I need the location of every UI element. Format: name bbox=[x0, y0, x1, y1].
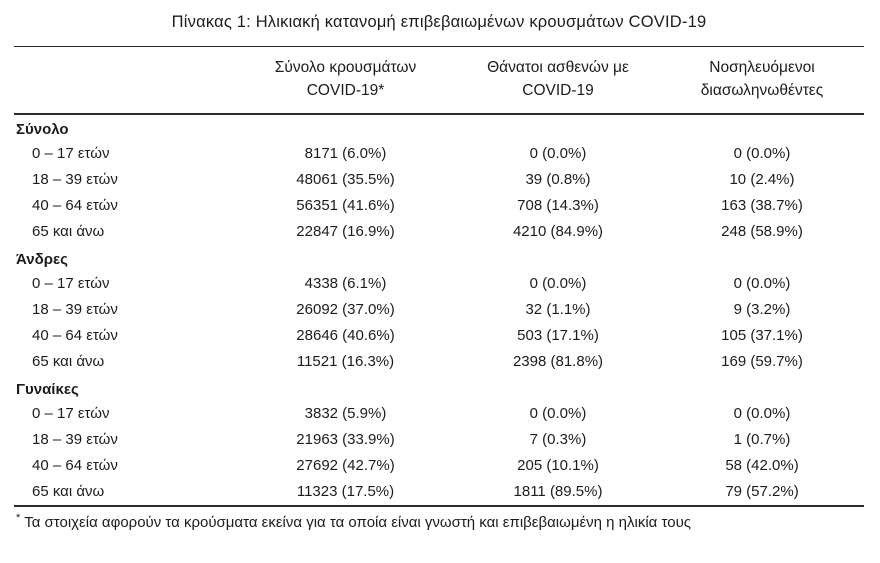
cell-intubated: 0 (0.0%) bbox=[733, 405, 791, 422]
cell-deaths: 0 (0.0%) bbox=[529, 145, 587, 162]
footnote: * Τα στοιχεία αφορούν τα κρούσματα εκείν… bbox=[14, 507, 864, 531]
cell-cases: 11323 (17.5%) bbox=[296, 483, 395, 500]
group-label: Γυναίκες bbox=[16, 380, 79, 398]
column-header-deaths-line1: Θάνατοι ασθενών με bbox=[487, 59, 629, 76]
table-row: 18 – 39 ετών 26092 (37.0%) 32 (1.1%) 9 (… bbox=[14, 297, 864, 323]
footnote-marker: * bbox=[16, 511, 21, 524]
cell-deaths: 1811 (89.5%) bbox=[513, 483, 603, 500]
header-stub bbox=[14, 46, 235, 115]
cell-cases: 48061 (35.5%) bbox=[296, 171, 395, 188]
table-row: 40 – 64 ετών 56351 (41.6%) 708 (14.3%) 1… bbox=[14, 193, 864, 219]
column-header-intubated: Νοσηλευόμενοι διασωληνωθέντες bbox=[660, 46, 864, 115]
cell-cases: 28646 (40.6%) bbox=[296, 327, 395, 344]
table-row: 0 – 17 ετών 4338 (6.1%) 0 (0.0%) 0 (0.0%… bbox=[14, 271, 864, 297]
cell-intubated: 1 (0.7%) bbox=[733, 431, 791, 448]
age-label: 18 – 39 ετών bbox=[32, 301, 118, 318]
cell-cases: 26092 (37.0%) bbox=[296, 301, 395, 318]
age-label: 65 και άνω bbox=[32, 483, 105, 500]
column-header-cases: Σύνολο κρουσμάτων COVID-19* bbox=[235, 46, 456, 115]
cell-cases: 4338 (6.1%) bbox=[304, 275, 387, 292]
group-header-men: Άνδρες bbox=[14, 245, 864, 271]
group-label: Σύνολο bbox=[16, 120, 69, 138]
cell-intubated: 163 (38.7%) bbox=[721, 197, 803, 214]
cell-deaths: 0 (0.0%) bbox=[529, 275, 587, 292]
column-header-deaths-line2: COVID-19 bbox=[522, 82, 594, 100]
cell-intubated: 10 (2.4%) bbox=[729, 171, 795, 188]
table-row: 40 – 64 ετών 27692 (42.7%) 205 (10.1%) 5… bbox=[14, 453, 864, 479]
column-header-intubated-line2: διασωληνωθέντες bbox=[700, 82, 824, 100]
cell-deaths: 39 (0.8%) bbox=[525, 171, 591, 188]
age-label: 0 – 17 ετών bbox=[32, 275, 110, 292]
cell-intubated: 169 (59.7%) bbox=[721, 353, 803, 370]
cell-cases: 11521 (16.3%) bbox=[296, 353, 395, 370]
report-page: Πίνακας 1: Ηλικιακή κατανομή επιβεβαιωμέ… bbox=[14, 13, 864, 531]
column-header-intubated-line1: Νοσηλευόμενοι bbox=[709, 59, 815, 76]
page-title: Πίνακας 1: Ηλικιακή κατανομή επιβεβαιωμέ… bbox=[171, 13, 707, 31]
group-label: Άνδρες bbox=[16, 250, 68, 268]
cell-intubated: 0 (0.0%) bbox=[733, 145, 791, 162]
age-label: 0 – 17 ετών bbox=[32, 145, 110, 162]
cell-intubated: 105 (37.1%) bbox=[721, 327, 803, 344]
header-row: Σύνολο κρουσμάτων COVID-19* Θάνατοι ασθε… bbox=[14, 46, 864, 115]
cell-cases: 27692 (42.7%) bbox=[296, 457, 395, 474]
cell-deaths: 32 (1.1%) bbox=[525, 301, 591, 318]
table-row: 0 – 17 ετών 3832 (5.9%) 0 (0.0%) 0 (0.0%… bbox=[14, 401, 864, 427]
table-row: 40 – 64 ετών 28646 (40.6%) 503 (17.1%) 1… bbox=[14, 323, 864, 349]
column-header-cases-line1: Σύνολο κρουσμάτων bbox=[274, 59, 417, 76]
table-row: 18 – 39 ετών 48061 (35.5%) 39 (0.8%) 10 … bbox=[14, 167, 864, 193]
table-row: 65 και άνω 11323 (17.5%) 1811 (89.5%) 79… bbox=[14, 479, 864, 506]
cell-deaths: 4210 (84.9%) bbox=[512, 223, 604, 240]
cell-cases: 56351 (41.6%) bbox=[296, 197, 395, 214]
cell-intubated: 9 (3.2%) bbox=[733, 301, 791, 318]
cell-deaths: 708 (14.3%) bbox=[517, 197, 599, 214]
group-header-women: Γυναίκες bbox=[14, 375, 864, 401]
cell-intubated: 79 (57.2%) bbox=[725, 483, 799, 500]
cell-cases: 3832 (5.9%) bbox=[304, 405, 387, 422]
table-row: 0 – 17 ετών 8171 (6.0%) 0 (0.0%) 0 (0.0%… bbox=[14, 141, 864, 167]
footnote-text: Τα στοιχεία αφορούν τα κρούσματα εκείνα … bbox=[24, 513, 692, 531]
age-label: 65 και άνω bbox=[32, 223, 105, 240]
age-label: 40 – 64 ετών bbox=[32, 327, 118, 344]
age-label: 18 – 39 ετών bbox=[32, 431, 118, 448]
column-header-deaths: Θάνατοι ασθενών με COVID-19 bbox=[456, 46, 660, 115]
cell-deaths: 205 (10.1%) bbox=[517, 457, 599, 474]
cell-intubated: 248 (58.9%) bbox=[721, 223, 803, 240]
cell-deaths: 7 (0.3%) bbox=[529, 431, 587, 448]
age-label: 40 – 64 ετών bbox=[32, 197, 118, 214]
table-row: 65 και άνω 11521 (16.3%) 2398 (81.8%) 16… bbox=[14, 349, 864, 375]
column-header-cases-line2: COVID-19* bbox=[306, 82, 385, 100]
cell-deaths: 2398 (81.8%) bbox=[512, 353, 604, 370]
age-label: 65 και άνω bbox=[32, 353, 105, 370]
table-row: 65 και άνω 22847 (16.9%) 4210 (84.9%) 24… bbox=[14, 219, 864, 245]
cell-deaths: 503 (17.1%) bbox=[517, 327, 599, 344]
cell-cases: 21963 (33.9%) bbox=[296, 431, 395, 448]
cell-cases: 8171 (6.0%) bbox=[304, 145, 387, 162]
age-label: 40 – 64 ετών bbox=[32, 457, 118, 474]
cell-deaths: 0 (0.0%) bbox=[529, 405, 587, 422]
group-header-total: Σύνολο bbox=[14, 114, 864, 141]
covid-age-distribution-table: Σύνολο κρουσμάτων COVID-19* Θάνατοι ασθε… bbox=[14, 46, 864, 507]
cell-cases: 22847 (16.9%) bbox=[296, 223, 395, 240]
age-label: 18 – 39 ετών bbox=[32, 171, 118, 188]
cell-intubated: 58 (42.0%) bbox=[725, 457, 799, 474]
age-label: 0 – 17 ετών bbox=[32, 405, 110, 422]
cell-intubated: 0 (0.0%) bbox=[733, 275, 791, 292]
table-row: 18 – 39 ετών 21963 (33.9%) 7 (0.3%) 1 (0… bbox=[14, 427, 864, 453]
